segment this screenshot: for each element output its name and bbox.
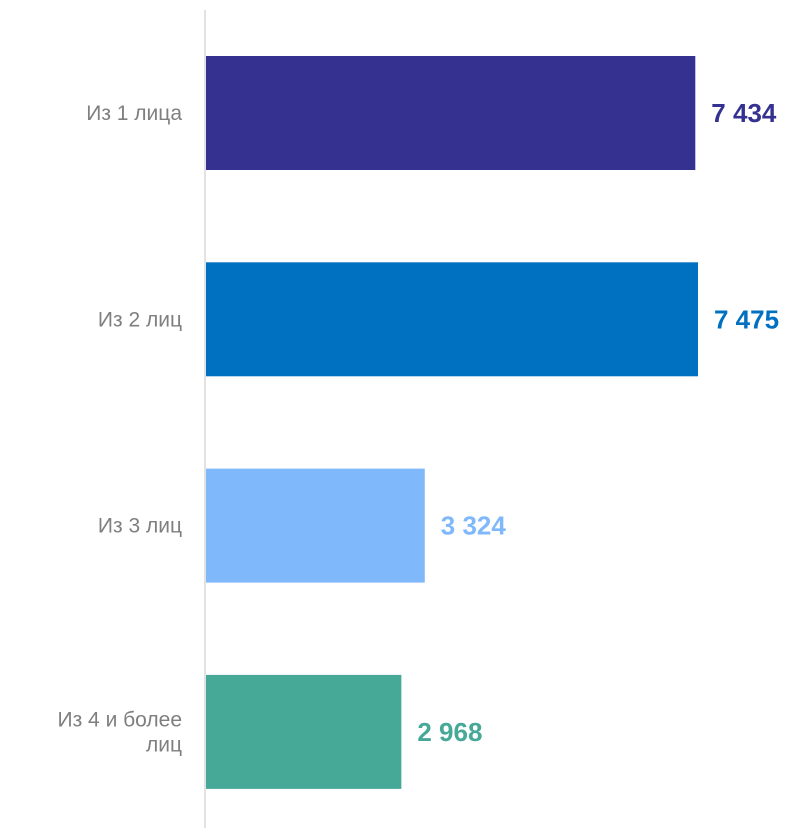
bar	[206, 468, 425, 583]
category-labels-group: Из 1 лица Из 2 лиц Из 3 лиц Из 4 и более лиц	[58, 102, 183, 756]
value-label: 7 475	[714, 304, 779, 334]
category-label: Из 2 лиц	[98, 308, 182, 331]
bars-group	[206, 56, 698, 789]
value-label: 3 324	[441, 511, 507, 541]
bar	[206, 674, 402, 789]
value-label: 7 434	[711, 98, 777, 128]
category-label: Из 3 лиц	[98, 515, 182, 538]
category-label: Из 1 лица	[86, 102, 182, 125]
category-label: Из 4 и более лиц	[58, 708, 183, 756]
value-labels-group: 7 434 7 475 3 324 2 968	[417, 98, 779, 747]
bar	[206, 262, 698, 377]
value-label: 2 968	[417, 717, 482, 747]
bar	[206, 56, 696, 170]
